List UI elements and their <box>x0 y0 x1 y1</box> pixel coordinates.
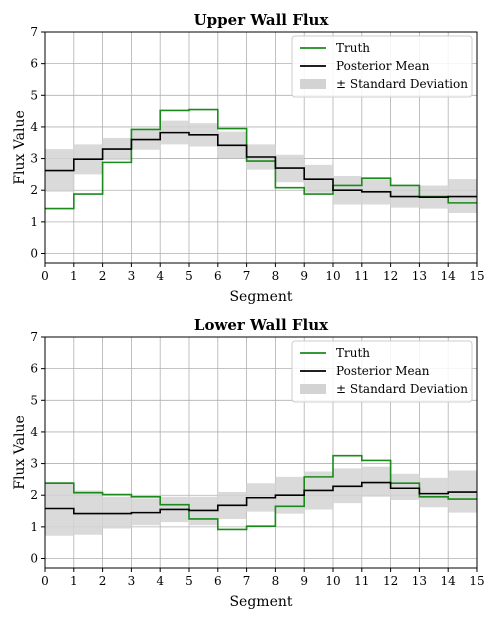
chart-title: Lower Wall Flux <box>194 316 329 334</box>
x-tick-label: 5 <box>185 574 193 588</box>
x-tick-label: 7 <box>243 574 251 588</box>
y-tick-label: 6 <box>30 57 38 71</box>
legend-label: Truth <box>336 41 370 55</box>
legend-patch-swatch <box>300 79 326 89</box>
y-tick-label: 6 <box>30 362 38 376</box>
x-tick-label: 9 <box>300 269 308 283</box>
x-tick-label: 15 <box>469 269 484 283</box>
x-tick-label: 11 <box>354 574 369 588</box>
x-tick-label: 4 <box>156 269 164 283</box>
series-line-posterior-mean <box>45 131 477 198</box>
x-tick-label: 12 <box>383 269 398 283</box>
x-tick-label: 4 <box>156 574 164 588</box>
x-tick-label: 3 <box>128 269 136 283</box>
legend-patch-swatch <box>300 384 326 394</box>
legend-box <box>291 340 473 403</box>
x-tick-label: 6 <box>214 269 222 283</box>
series-line-posterior-mean <box>45 481 477 515</box>
y-tick-label: 0 <box>30 247 38 261</box>
legend: Truth Posterior Mean ± Standard Deviation <box>291 340 473 403</box>
series-line-truth <box>45 454 477 531</box>
x-tick-label: 14 <box>441 269 457 283</box>
x-tick-label: 8 <box>272 269 280 283</box>
x-tick-label: 0 <box>41 269 49 283</box>
x-tick-label: 8 <box>272 574 280 588</box>
y-axis-label: Flux Value <box>12 110 28 185</box>
y-tick-label: 2 <box>30 488 38 502</box>
plot-frame <box>44 31 478 264</box>
plot-frame <box>44 336 478 569</box>
y-axis-label: Flux Value <box>12 415 28 490</box>
legend-label: Posterior Mean <box>336 59 430 73</box>
x-tick-label: 6 <box>214 574 222 588</box>
x-axis-label: Segment <box>229 289 292 305</box>
legend-label: Posterior Mean <box>336 364 430 378</box>
x-tick-label: 10 <box>325 574 340 588</box>
x-tick-label: 1 <box>70 574 78 588</box>
x-tick-label: 9 <box>300 574 308 588</box>
x-axis-label: Segment <box>229 594 292 610</box>
y-tick-label: 2 <box>30 183 38 197</box>
series-line-truth <box>45 108 477 210</box>
y-tick-label: 1 <box>30 215 38 229</box>
x-tick-label: 12 <box>383 574 398 588</box>
legend-box <box>291 35 473 98</box>
x-tick-label: 3 <box>128 574 136 588</box>
y-tick-label: 3 <box>30 457 38 471</box>
x-tick-label: 13 <box>412 574 427 588</box>
x-tick-label: 13 <box>412 269 427 283</box>
x-tick-label: 15 <box>469 574 484 588</box>
y-tick-label: 5 <box>30 393 38 407</box>
x-tick-label: 5 <box>185 269 193 283</box>
y-tick-label: 3 <box>30 152 38 166</box>
x-tick-label: 0 <box>41 574 49 588</box>
x-tick-label: 2 <box>99 574 107 588</box>
y-tick-label: 7 <box>30 330 38 344</box>
y-tick-label: 4 <box>30 425 38 439</box>
x-tick-label: 7 <box>243 269 251 283</box>
y-tick-label: 5 <box>30 88 38 102</box>
legend: Truth Posterior Mean ± Standard Deviation <box>291 35 473 98</box>
std-dev-band <box>45 120 477 214</box>
y-tick-label: 7 <box>30 25 38 39</box>
chart-title: Upper Wall Flux <box>194 11 330 29</box>
legend-label: ± Standard Deviation <box>336 77 468 91</box>
x-tick-label: 2 <box>99 269 107 283</box>
x-tick-label: 11 <box>354 269 369 283</box>
legend-label: ± Standard Deviation <box>336 382 468 396</box>
y-tick-label: 0 <box>30 552 38 566</box>
x-tick-label: 1 <box>70 269 78 283</box>
x-tick-label: 10 <box>325 269 340 283</box>
y-tick-label: 1 <box>30 520 38 534</box>
y-tick-label: 4 <box>30 120 38 134</box>
x-tick-label: 14 <box>441 574 457 588</box>
std-dev-band <box>45 466 477 536</box>
legend-label: Truth <box>336 346 370 360</box>
